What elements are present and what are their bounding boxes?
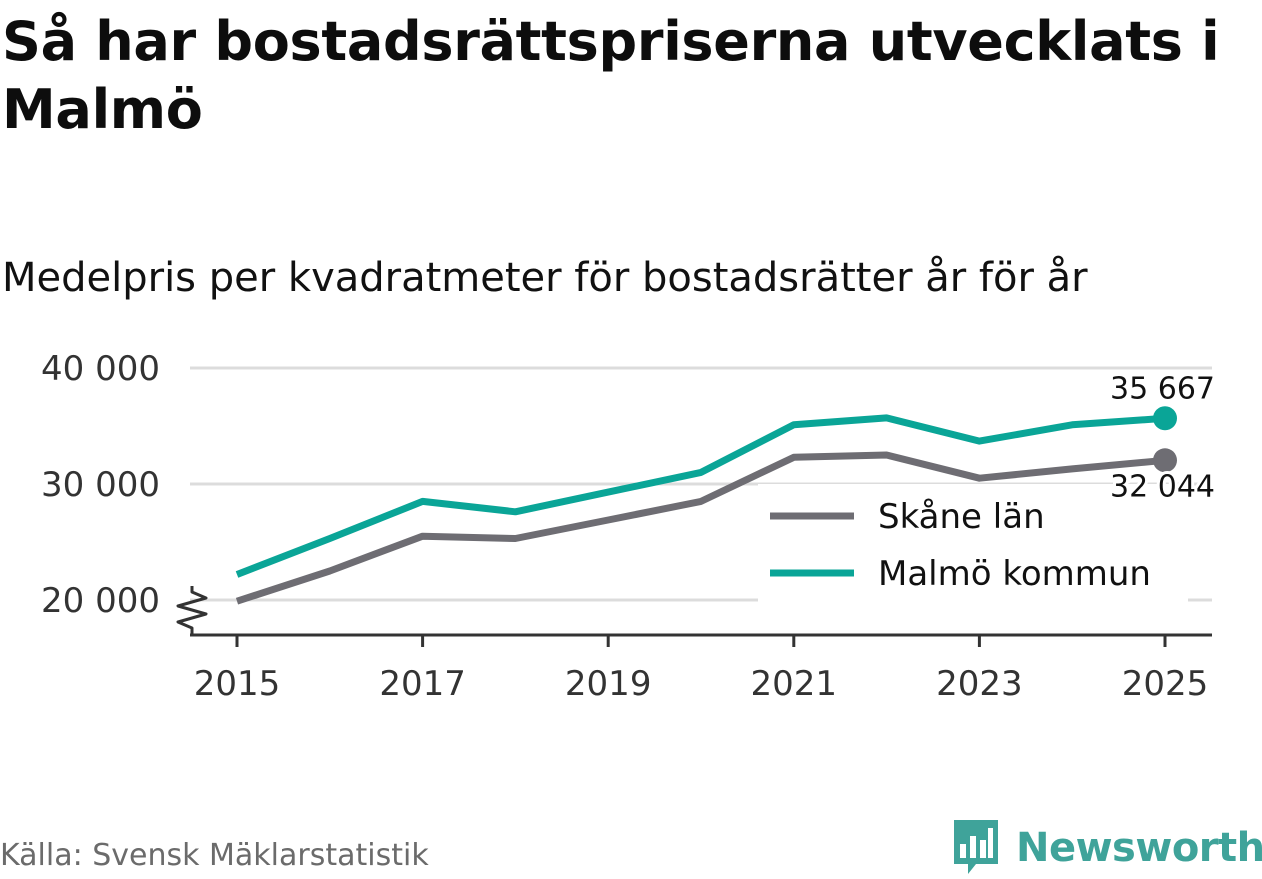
chart-title: Så har bostadsrättspriserna utvecklats i…	[2, 10, 1220, 141]
x-tick-label: 2025	[1122, 664, 1209, 704]
x-tick-label: 2017	[379, 664, 466, 704]
axis-break-icon	[176, 586, 208, 635]
y-tick-label: 40 000	[41, 349, 160, 389]
brand-name: Newsworthy	[1016, 825, 1262, 871]
y-tick-label: 30 000	[41, 465, 160, 505]
x-axis: 2015 2017 2019 2021 2023 2025	[176, 586, 1212, 704]
legend-label-1: Malmö kommun	[878, 554, 1151, 594]
end-point-0	[1153, 448, 1177, 473]
x-tick-label: 2015	[194, 664, 281, 704]
source-note: Källa: Svensk Mäklarstatistik	[0, 838, 429, 873]
end-label-1: 35 667	[1110, 371, 1215, 406]
y-tick-label: 20 000	[41, 581, 160, 621]
series-line-1	[235, 414, 1166, 578]
end-point-1	[1153, 406, 1177, 431]
series-line-0	[235, 451, 1166, 605]
legend-background	[758, 484, 1188, 602]
brand[interactable]: Newsworthy	[950, 818, 1262, 878]
series-lines	[235, 406, 1177, 605]
x-tick-label: 2019	[565, 664, 652, 704]
end-label-0: 32 044	[1110, 469, 1215, 504]
x-tick-label: 2023	[936, 664, 1023, 704]
newsworthy-logo-icon	[954, 820, 998, 874]
legend: Skåne län Malmö kommun 32 044 35 667	[758, 368, 1218, 602]
x-tick-label: 2021	[751, 664, 838, 704]
legend-label-0: Skåne län	[878, 497, 1045, 537]
chart-subtitle: Medelpris per kvadratmeter för bostadsrä…	[2, 255, 1088, 301]
